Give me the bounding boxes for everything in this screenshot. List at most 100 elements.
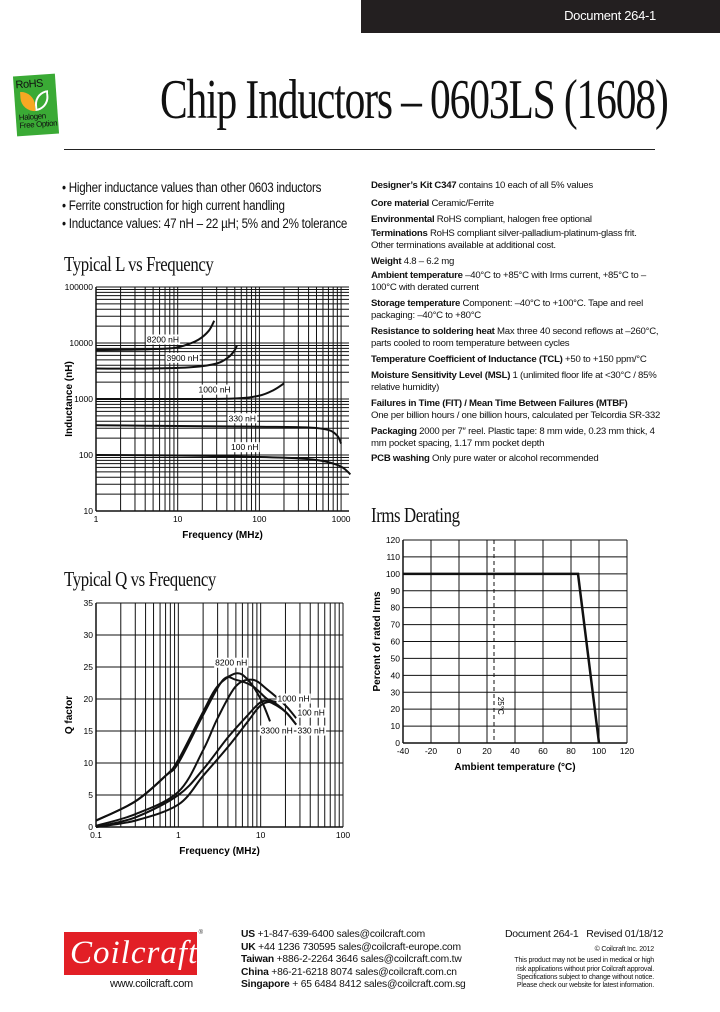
contact-region: China [241,966,269,978]
y-tick-label: 100000 [65,282,94,292]
spec-value: 2000 per 7″ reel. Plastic tape: 8 mm wid… [371,426,655,449]
series-label-bg [145,334,181,345]
spec-item: Core material Ceramic/Ferrite [371,198,661,210]
l-chart-title: Typical L vs Frequency [64,252,214,276]
y-tick-label: 25 [84,662,94,672]
leaf-icon [20,91,36,113]
y-axis-label: Inductance (nH) [64,361,75,437]
series-label-bg [227,413,258,424]
x-tick-label: 100 [336,830,350,840]
spec-item: Temperature Coefficient of Inductance (T… [371,354,661,366]
contact-region: US [241,929,255,940]
contact-email[interactable]: sales@coilcraft.com.cn [355,966,457,978]
fine-print-line: Specifications subject to change without… [516,973,654,981]
spec-item: Storage temperature Component: –40°C to … [371,298,661,322]
feature-bullet: • Ferrite construction for high current … [62,198,285,213]
x-tick-label: 1 [176,830,181,840]
spec-label: Packaging [371,426,417,437]
fine-print-line: risk applications without prior Coilcraf… [515,965,654,973]
page-title: Chip Inductors – 0603LS (1608) [160,69,669,131]
registered-mark: ® [198,930,203,936]
spec-value: –40°C to +85°C with Irms current, +85°C … [371,270,646,293]
y-tick-label: 35 [84,598,94,608]
series-line [95,699,297,828]
revised-date: Revised 01/18/12 [586,928,664,940]
spec-label: Resistance to soldering heat [371,326,495,337]
series-label-bg [197,384,232,395]
y-tick-label: 110 [386,552,400,562]
series-label-bg [296,725,327,736]
contact-email[interactable]: sales@coilcraft.com.tw [360,954,462,965]
contact-row: Taiwan +886-2-2264 3646 sales@coilcraft.… [241,954,462,965]
series-label-bg [230,442,260,453]
series-label: 330 nH [297,726,324,736]
series-line [95,320,216,351]
y-tick-label: 100 [386,569,400,579]
y-tick-label: 10 [84,506,94,516]
spec-item: Designer’s Kit C347 contains 10 each of … [371,180,661,192]
y-axis-label: Q factor [64,696,75,734]
series-label-bg [165,352,200,363]
series-line [95,700,297,828]
spec-item: Moisture Sensitivity Level (MSL) 1 (unli… [371,370,661,394]
rohs-halogen-free-logo: RoHS Halogen Free Option [12,73,60,137]
reference-line-label: 25°C [496,697,505,715]
y-tick-label: 70 [391,620,401,630]
spec-value: One per billion hours / one billion hour… [371,410,661,421]
x-tick-label: 0.1 [90,830,102,840]
y-axis-label: Percent of rated Irms [372,591,383,691]
spec-item: Failures in Time (FIT) / Mean Time Betwe… [371,398,661,422]
series-label: 100 nH [297,708,324,718]
coilcraft-logo: Coilcraft ® [64,930,203,975]
y-tick-label: 5 [88,790,93,800]
spec-value: 4.8 – 6.2 mg [401,256,455,267]
y-tick-label: 50 [391,653,401,663]
contact-phone: +1-847-639-6400 [254,929,337,940]
x-tick-label: 120 [620,746,634,756]
x-axis-label: Frequency (MHz) [182,530,263,541]
spec-label: PCB washing [371,453,430,464]
y-tick-label: 15 [84,726,94,736]
coilcraft-logo-text: Coilcraft [70,935,199,971]
series-label-bg [276,693,311,704]
irms-derating-chart: -40 -20 0 20 40 60 80 100 120 0 10 20 30 40 50 60 70 80 90… [372,535,634,773]
x-tick-label: 80 [566,746,576,756]
contact-email[interactable]: sales@coilcraft.com.sg [363,979,466,990]
contact-email[interactable]: sales@coilcraft-europe.com [338,941,461,953]
x-axis-label: Frequency (MHz) [179,846,260,857]
halogen-text: Halogen Free Option [18,111,58,131]
spec-value: Component: –40°C to +100°C. Tape and ree… [371,298,643,321]
x-tick-label: 1000 [332,514,351,524]
x-tick-label: 10 [256,830,266,840]
x-tick-label: 100 [592,746,606,756]
q-factor-vs-frequency-chart: 0.1 1 10 100 0 5 10 15 20 25 30 35 Frequency (MHz) Q … [64,598,350,857]
rohs-text: RoHS [15,77,44,92]
y-tick-label: 10 [84,758,94,768]
spec-label: Weight [371,256,402,267]
contact-region: Singapore [241,979,290,990]
contact-phone: +886-2-2264 3646 [273,954,361,965]
spec-value: RoHS compliant, halogen free optional [434,214,592,225]
y-tick-label: 40 [391,670,401,680]
series-label-bg [214,657,249,668]
document-number-footer: Document 264-1 [505,928,579,940]
contact-email[interactable]: sales@coilcraft.com [336,929,426,940]
spec-value: +50 to +150 ppm/°C [562,354,647,365]
contact-row: China +86-21-6218 8074 sales@coilcraft.c… [241,967,457,978]
spec-label: Failures in Time (FIT) / Mean Time Betwe… [371,398,628,409]
series-label: 8200 nH [215,658,247,668]
spec-label: Terminations [371,228,428,239]
series-label: 8200 nH [147,335,179,345]
y-tick-label: 60 [391,637,401,647]
contact-phone: + 65 6484 8412 [289,979,364,990]
feature-bullet: • Inductance values: 47 nH – 22 µH; 5% a… [62,216,348,231]
website-link[interactable]: www.coilcraft.com [110,978,193,990]
x-tick-label: -20 [425,746,438,756]
fine-print-line: This product may not be used in medical … [514,957,654,965]
y-tick-label: 90 [391,586,401,596]
series-line [95,382,285,401]
x-axis-label: Ambient temperature (°C) [454,762,575,773]
spec-item: Ambient temperature –40°C to +85°C with … [371,270,661,294]
y-tick-label: 0 [88,822,93,832]
